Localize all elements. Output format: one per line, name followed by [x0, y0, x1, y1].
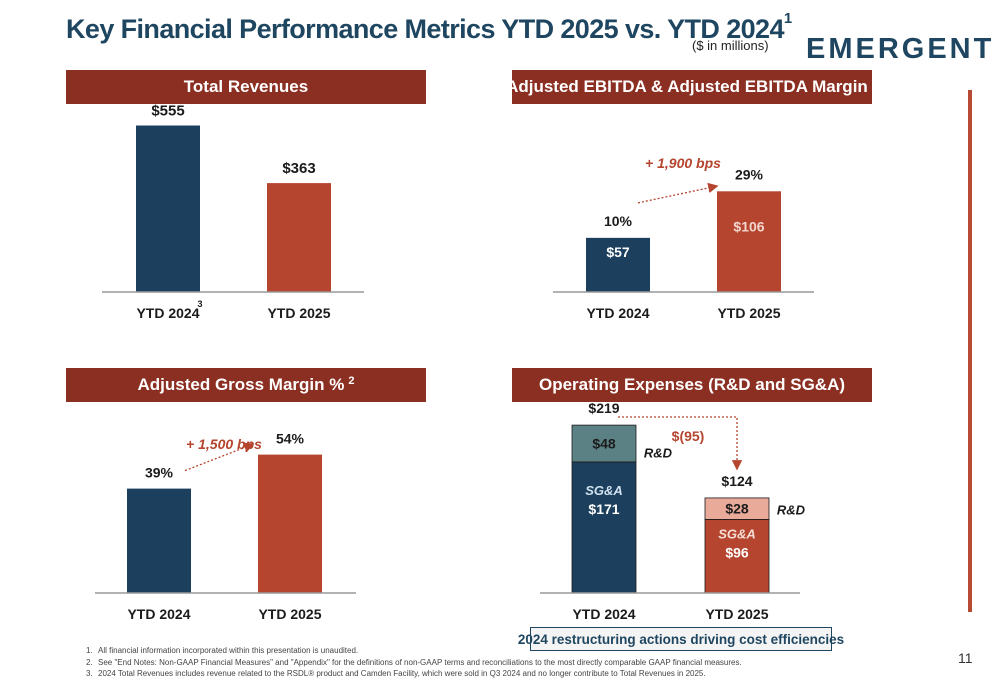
gross-margin-change-label: + 1,500 bps — [186, 436, 262, 452]
opex-sga-segment — [704, 519, 770, 594]
opex-rd-name-label: R&D — [644, 446, 673, 461]
revenue-bar — [136, 125, 200, 292]
revenue-category-label: YTD 2024 — [136, 305, 199, 321]
ebitda-change-arrow — [637, 182, 719, 204]
opex-total-label: $219 — [588, 400, 619, 416]
opex-change-label: $(95) — [672, 428, 705, 444]
opex-sga-value-label: $171 — [588, 501, 619, 517]
panel-title-gross-margin: Adjusted Gross Margin % 2 — [66, 368, 426, 402]
ebitda-category-label: YTD 2024 — [586, 305, 649, 321]
panel-title-gross-margin-sup: 2 — [348, 375, 355, 387]
opex-sga-segment — [571, 461, 637, 594]
company-logo: EMERGENT — [806, 33, 995, 65]
footnote-text: All financial information incorporated w… — [98, 646, 359, 655]
title-footnote-ref: 1 — [783, 10, 792, 27]
ebitda-bar — [586, 237, 650, 292]
opex-sga-name-label: SG&A — [585, 483, 623, 498]
gross-margin-data-label: 54% — [276, 431, 305, 447]
page-title: Key Financial Performance Metrics YTD 20… — [66, 10, 792, 45]
revenue-data-label: $555 — [151, 103, 184, 120]
footnote-number: 1. — [86, 646, 93, 655]
panel-title-revenues: Total Revenues — [66, 70, 426, 104]
opex-category-label: YTD 2025 — [705, 606, 768, 622]
revenue-bar — [267, 183, 331, 292]
gross-margin-data-label: 39% — [145, 465, 174, 481]
ebitda-bar — [717, 191, 781, 292]
ebitda-margin-label: 29% — [735, 166, 764, 182]
units-note: ($ in millions) — [692, 38, 769, 53]
page-title-text: Key Financial Performance Metrics YTD 20… — [66, 14, 784, 44]
opex-rd-segment — [704, 497, 770, 520]
ebitda-change-label: + 1,900 bps — [645, 155, 721, 171]
gross-margin-category-label: YTD 2025 — [258, 606, 321, 622]
revenue-category-label: YTD 2025 — [267, 305, 330, 321]
footnote-number: 3. — [86, 669, 93, 678]
panel-title-ebitda-text: Adjusted EBITDA & Adjusted EBITDA Margin — [506, 77, 868, 96]
panel-title-opex: Operating Expenses (R&D and SG&A) — [512, 368, 872, 402]
opex-rd-name-label: R&D — [777, 503, 806, 518]
panel-title-opex-text: Operating Expenses (R&D and SG&A) — [538, 375, 846, 394]
revenue-data-label: $363 — [282, 160, 315, 177]
opex-rd-segment — [571, 424, 637, 463]
revenue-category-sup: 3 — [197, 299, 202, 309]
opex-change-arrow — [618, 416, 743, 471]
footnote-text: 2024 Total Revenues includes revenue rel… — [98, 669, 706, 678]
opex-category-label: YTD 2024 — [572, 606, 635, 622]
panel-title-ebitda-sup: 2 — [871, 77, 878, 89]
panel-title-gross-margin-text: Adjusted Gross Margin % — [137, 375, 345, 394]
gross-margin-bar — [258, 454, 322, 593]
gross-margin-category-label: YTD 2024 — [127, 606, 190, 622]
right-accent-rule — [968, 90, 972, 612]
ebitda-value-label: $106 — [733, 218, 764, 234]
ebitda-value-label: $57 — [606, 244, 630, 260]
opex-rd-value-label: $28 — [725, 501, 749, 517]
footnote-text: See "End Notes: Non-GAAP Financial Measu… — [98, 657, 742, 667]
footnote-number: 2. — [86, 657, 93, 667]
opex-total-label: $124 — [721, 473, 752, 489]
ebitda-category-label: YTD 2025 — [717, 305, 780, 321]
gross-margin-bar — [127, 488, 191, 593]
opex-rd-value-label: $48 — [592, 436, 616, 452]
page-number: 11 — [958, 650, 973, 666]
footnote-2: 2. See "End Notes: Non-GAAP Financial Mea… — [86, 657, 742, 669]
footnote-1: 1. All financial information incorporated… — [86, 645, 742, 657]
panel-title-ebitda: Adjusted EBITDA & Adjusted EBITDA Margin… — [506, 70, 878, 104]
footnotes: 1. All financial information incorporated… — [86, 645, 742, 680]
cost-efficiency-callout: 2024 restructuring actions driving cost … — [518, 627, 844, 651]
opex-sga-name-label: SG&A — [718, 526, 756, 541]
ebitda-margin-label: 10% — [604, 213, 633, 229]
panel-title-revenues-text: Total Revenues — [183, 77, 309, 96]
footnote-3: 3. 2024 Total Revenues includes revenue r… — [86, 668, 742, 680]
opex-sga-value-label: $96 — [725, 544, 749, 560]
